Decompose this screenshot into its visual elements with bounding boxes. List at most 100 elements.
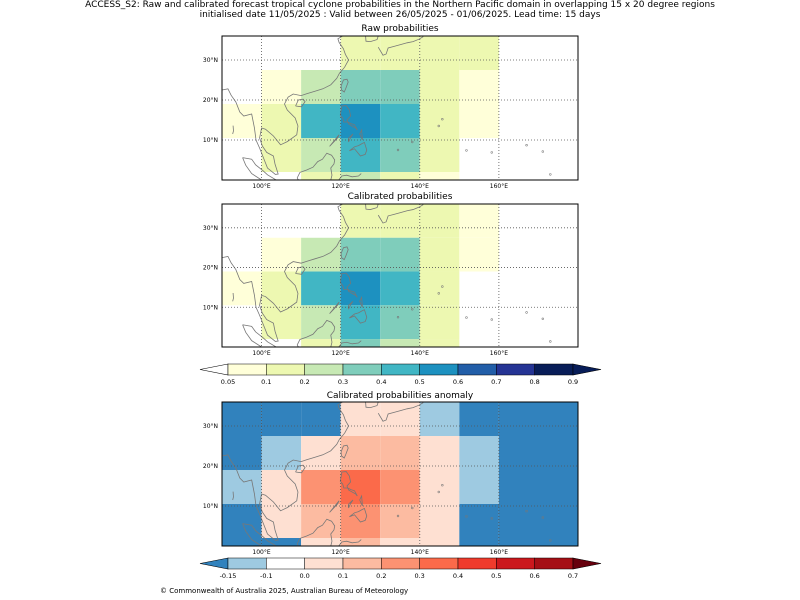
coastline [222,204,552,347]
colorbar-tick-label: 0.7 [568,572,578,580]
probability-cell [459,538,499,546]
map-frame [221,203,579,348]
lat-tick-label: 10°N [203,304,218,311]
probability-cell [340,138,381,172]
colorbar-extend-under [199,557,229,570]
lon-tick-label: 100°E [252,183,270,190]
coastline-segment [222,402,350,541]
colorbar-segment [381,557,420,570]
probability-cell [301,138,341,172]
colorbar-tick-label: 0.3 [338,378,348,386]
probability-cell [459,402,499,436]
probability-cell [419,271,460,306]
coastline-segment [295,464,306,474]
island-mark [541,317,544,320]
lon-tick-label: 140°E [411,350,429,357]
colorbar-segment [266,557,305,570]
coastline-segment [340,246,349,261]
probability-cell [222,271,262,306]
coastline-segment [348,499,354,509]
probability-cell [419,138,460,172]
island-mark [534,181,536,183]
coastline-segment [242,157,277,180]
probability-cell [261,237,302,272]
colorbar-segment [342,363,382,376]
colorbar-tick-label: 0.5 [491,572,501,580]
colorbar-tick-label: 0.0 [299,572,309,580]
probability-cell [301,104,341,138]
map-panel-3: 100°E 120°E 140°E 160°E 30°N 20°N 10°N [203,401,579,556]
probability-cell [380,172,420,180]
coastline-segment [242,324,277,347]
graticule [222,36,578,180]
colorbar-segment [381,363,420,376]
lon-tick-label: 160°E [490,549,508,556]
probability-cell [419,204,460,238]
coastline-segment [232,292,234,302]
probability-cell [261,436,302,470]
probability-cell [301,538,341,546]
probability-cell [419,402,460,436]
probability-cell [419,339,460,347]
copyright-notice: © Commonwealth of Australia 2025, Austra… [160,587,409,595]
lat-tick-label: 10°N [203,137,218,144]
figure-title-line-1: ACCESS_S2: Raw and calibrated forecast t… [85,0,715,10]
coastline-segment [365,402,379,409]
probability-cell [261,70,302,104]
island-mark [396,514,400,518]
colorbar-tick-label: 0.4 [376,378,386,386]
probability-cell [301,470,341,504]
probability-cell [261,138,302,172]
colorbar-tick-label: 0.5 [414,378,424,386]
probability-cell [498,436,578,470]
colorbar-tick-label: 0.6 [453,378,463,386]
island-mark [396,148,400,152]
map-frame [221,401,579,547]
probability-cell [261,504,302,538]
coastline-segment [377,204,424,224]
probability-cell [301,70,341,104]
colorbar-segment [304,363,344,376]
lat-tick-label: 20°N [203,265,218,272]
island-mark [549,340,552,343]
colorbar-tick-label: 0.1 [338,572,348,580]
probability-cell [419,36,460,70]
probability-cell [340,305,381,340]
colorbar-segment [304,557,344,570]
coastline-segment [359,128,363,141]
colorbar-extend-over [572,363,602,376]
island-mark [411,506,414,510]
coastline-segment [348,133,354,143]
probability-cell [301,172,341,180]
colorbar-tick-label: 0.6 [529,572,539,580]
probability-cell [419,504,460,538]
colorbar-extend-over [572,557,602,570]
coastline-segment [349,507,368,523]
colorbar-tick-label: 0.9 [568,378,578,386]
lon-tick-label: 120°E [332,350,350,357]
coastline-segment [377,402,424,422]
probability-cell [498,402,578,436]
probability-cell [340,204,381,238]
coastline [222,36,552,183]
probability-cell [222,470,262,504]
probability-cell [380,138,420,172]
coastline-segment [339,272,358,298]
probability-cell [498,504,578,538]
colorbar-tick-label: 0.3 [414,572,424,580]
island-mark [490,151,493,154]
island-mark [465,515,468,518]
colorbar-segment [419,363,459,376]
coastline-segment [295,98,306,108]
panel-title-raw: Raw probabilities [361,24,439,34]
coastline-segment [296,518,336,546]
probability-cell [380,305,420,340]
figure-title-line-2: initialised date 11/05/2025 : Valid betw… [199,10,601,20]
probability-cell [380,538,420,546]
panel-title-calibrated: Calibrated probabilities [347,192,453,202]
probability-cell [380,470,420,504]
island-mark [437,124,440,128]
probability-cell [340,237,381,272]
probability-cell [380,70,420,104]
